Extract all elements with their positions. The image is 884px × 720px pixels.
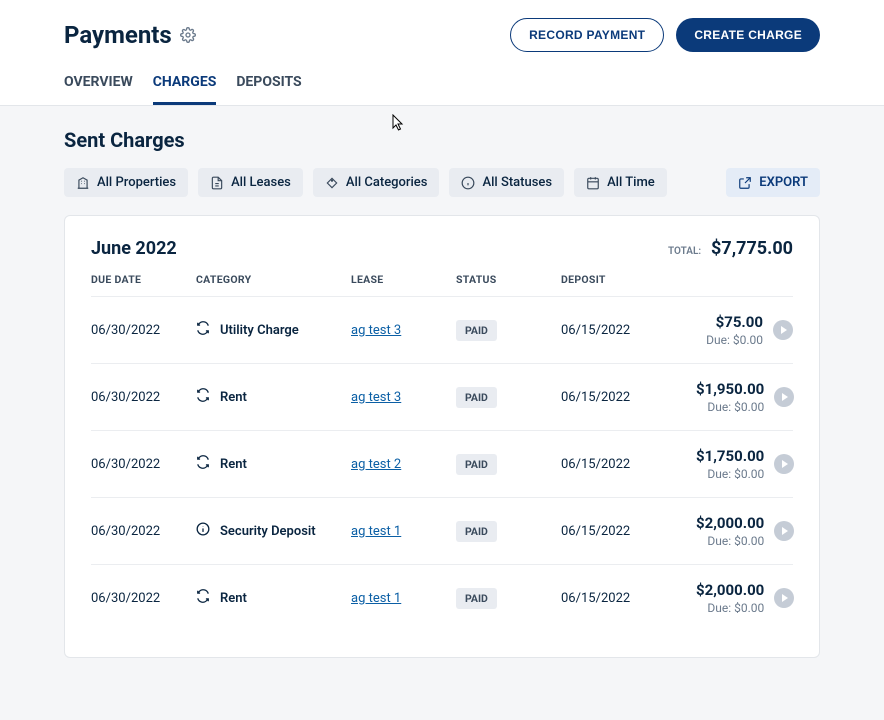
calendar-icon — [586, 176, 600, 190]
table-row: 06/30/2022 Rent ag test 1 PAID 06/15/2022$2,… — [91, 565, 793, 631]
category-label: Rent — [220, 390, 247, 405]
cell-category: Rent — [196, 388, 351, 406]
status-badge: PAID — [456, 588, 497, 609]
recurring-icon — [196, 589, 210, 607]
recurring-icon — [196, 455, 210, 473]
cell-amount: $75.00 Due: $0.00 — [696, 313, 763, 347]
cell-due-date: 06/30/2022 — [91, 524, 196, 539]
filter-properties[interactable]: All Properties — [64, 168, 188, 197]
recurring-icon — [196, 321, 210, 339]
total-value: $7,775.00 — [711, 238, 793, 259]
play-button[interactable] — [774, 454, 794, 474]
lease-link[interactable]: ag test 3 — [351, 390, 401, 405]
col-status: STATUS — [456, 273, 561, 286]
cell-deposit: 06/15/2022 — [561, 390, 696, 405]
period-label: June 2022 — [91, 238, 177, 259]
status-badge: PAID — [456, 454, 497, 475]
col-category: CATEGORY — [196, 273, 351, 286]
cell-amount: $1,950.00 Due: $0.00 — [696, 380, 764, 414]
table-header: DUE DATE CATEGORY LEASE STATUS DEPOSIT — [91, 273, 793, 297]
record-payment-button[interactable]: RECORD PAYMENT — [510, 18, 664, 52]
export-button[interactable]: EXPORT — [726, 168, 820, 197]
due-value: Due: $0.00 — [696, 601, 764, 615]
category-label: Rent — [220, 591, 247, 606]
due-value: Due: $0.00 — [696, 333, 763, 347]
table-row: 06/30/2022 Rent ag test 2 PAID 06/15/2022$1,… — [91, 431, 793, 498]
amount-value: $1,950.00 — [696, 380, 764, 398]
col-deposit: DEPOSIT — [561, 273, 696, 286]
cell-amount: $1,750.00 Due: $0.00 — [696, 447, 764, 481]
cell-deposit: 06/15/2022 — [561, 457, 696, 472]
cell-amount: $2,000.00 Due: $0.00 — [696, 514, 764, 548]
filter-label: All Properties — [97, 175, 176, 190]
tab-overview[interactable]: OVERVIEW — [64, 66, 133, 105]
cell-category: Rent — [196, 455, 351, 473]
tab-charges[interactable]: CHARGES — [153, 66, 217, 105]
building-icon — [76, 176, 90, 190]
play-button[interactable] — [774, 588, 794, 608]
filter-label: All Leases — [231, 175, 291, 190]
filter-label: All Categories — [346, 175, 428, 190]
status-badge: PAID — [456, 387, 497, 408]
info-icon — [196, 522, 210, 540]
table-row: 06/30/2022 Rent ag test 3 PAID 06/15/2022$1,… — [91, 364, 793, 431]
export-label: EXPORT — [759, 175, 808, 190]
info-icon — [461, 176, 475, 190]
tag-icon — [325, 176, 339, 190]
lease-link[interactable]: ag test 1 — [351, 524, 401, 539]
amount-value: $75.00 — [696, 313, 763, 331]
cell-category: Security Deposit — [196, 522, 351, 540]
cell-due-date: 06/30/2022 — [91, 323, 196, 338]
col-lease: LEASE — [351, 273, 456, 286]
filter-time[interactable]: All Time — [574, 168, 667, 197]
cell-deposit: 06/15/2022 — [561, 524, 696, 539]
filter-statuses[interactable]: All Statuses — [449, 168, 564, 197]
export-icon — [738, 176, 752, 190]
recurring-icon — [196, 388, 210, 406]
section-title: Sent Charges — [64, 128, 820, 152]
table-row: 06/30/2022 Security Deposit ag test 1 PAID 0… — [91, 498, 793, 565]
total-label: TOTAL: — [668, 246, 701, 257]
cell-due-date: 06/30/2022 — [91, 591, 196, 606]
cell-deposit: 06/15/2022 — [561, 323, 696, 338]
due-value: Due: $0.00 — [696, 400, 764, 414]
document-icon — [210, 176, 224, 190]
play-button[interactable] — [773, 320, 793, 340]
lease-link[interactable]: ag test 2 — [351, 457, 401, 472]
cell-amount: $2,000.00 Due: $0.00 — [696, 581, 764, 615]
filter-categories[interactable]: All Categories — [313, 168, 440, 197]
filter-leases[interactable]: All Leases — [198, 168, 303, 197]
cell-due-date: 06/30/2022 — [91, 457, 196, 472]
category-label: Rent — [220, 457, 247, 472]
category-label: Security Deposit — [220, 524, 316, 539]
filter-label: All Time — [607, 175, 655, 190]
tab-deposits[interactable]: DEPOSITS — [236, 66, 301, 105]
col-due-date: DUE DATE — [91, 273, 196, 286]
page-title: Payments — [64, 21, 172, 49]
table-row: 06/30/2022 Utility Charge ag test 3 PAID 06/… — [91, 297, 793, 364]
category-label: Utility Charge — [220, 323, 299, 338]
gear-icon[interactable] — [180, 27, 196, 43]
cell-deposit: 06/15/2022 — [561, 591, 696, 606]
play-button[interactable] — [774, 387, 794, 407]
play-button[interactable] — [774, 521, 794, 541]
status-badge: PAID — [456, 320, 497, 341]
amount-value: $2,000.00 — [696, 514, 764, 532]
filter-label: All Statuses — [482, 175, 552, 190]
charges-card: June 2022 TOTAL: $7,775.00 DUE DATE CATE… — [64, 215, 820, 658]
amount-value: $2,000.00 — [696, 581, 764, 599]
amount-value: $1,750.00 — [696, 447, 764, 465]
cell-due-date: 06/30/2022 — [91, 390, 196, 405]
cell-category: Rent — [196, 589, 351, 607]
due-value: Due: $0.00 — [696, 467, 764, 481]
lease-link[interactable]: ag test 1 — [351, 591, 401, 606]
create-charge-button[interactable]: CREATE CHARGE — [676, 18, 820, 52]
lease-link[interactable]: ag test 3 — [351, 323, 401, 338]
due-value: Due: $0.00 — [696, 534, 764, 548]
status-badge: PAID — [456, 521, 497, 542]
cell-category: Utility Charge — [196, 321, 351, 339]
